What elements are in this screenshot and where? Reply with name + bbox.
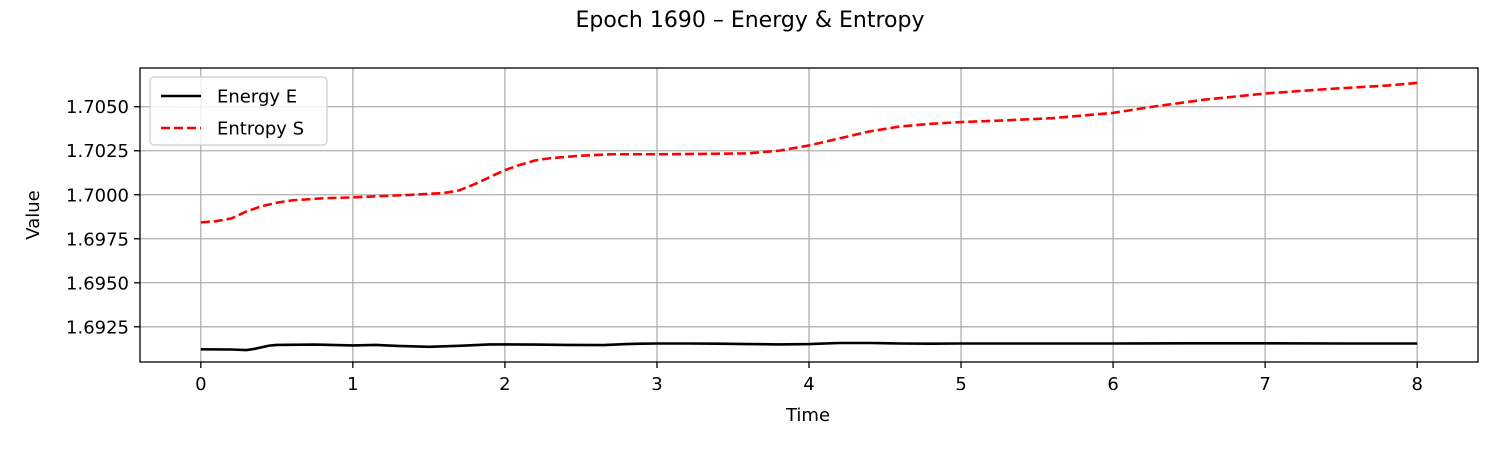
- axis-ticks: 0 1 2 3 4 5 6 7 8 1.6925 1.6950 1.6975 1.7000 1.7025 1…: [66, 97, 1423, 395]
- series-line-energy: [200, 341, 1418, 352]
- x-tick-label: 0: [195, 374, 206, 395]
- x-tick-label: 3: [651, 374, 662, 395]
- x-tick-label: 6: [1107, 374, 1118, 395]
- legend-label: Energy E: [217, 87, 297, 108]
- y-tick-label: 1.6975: [66, 229, 129, 250]
- x-tick-label: 5: [955, 374, 966, 395]
- grid-lines: [140, 68, 1478, 362]
- x-tick-label: 8: [1411, 374, 1422, 395]
- legend-label: Entropy S: [217, 119, 304, 140]
- legend: Energy E Entropy S: [149, 76, 328, 146]
- x-tick-label: 4: [803, 374, 814, 395]
- x-axis-label: Time: [785, 405, 830, 426]
- chart-title: Epoch 1690 – Energy & Entropy: [576, 8, 925, 33]
- x-tick-label: 2: [499, 374, 510, 395]
- y-tick-label: 1.7000: [66, 185, 129, 206]
- y-tick-label: 1.7050: [66, 97, 129, 118]
- y-tick-label: 1.7025: [66, 141, 129, 162]
- x-tick-label: 7: [1259, 374, 1270, 395]
- series-line-entropy: [200, 81, 1418, 224]
- series-lines: [200, 81, 1418, 352]
- y-tick-label: 1.6950: [66, 273, 129, 294]
- y-tick-label: 1.6925: [66, 317, 129, 338]
- y-axis-label: Value: [23, 190, 44, 239]
- x-tick-label: 1: [347, 374, 358, 395]
